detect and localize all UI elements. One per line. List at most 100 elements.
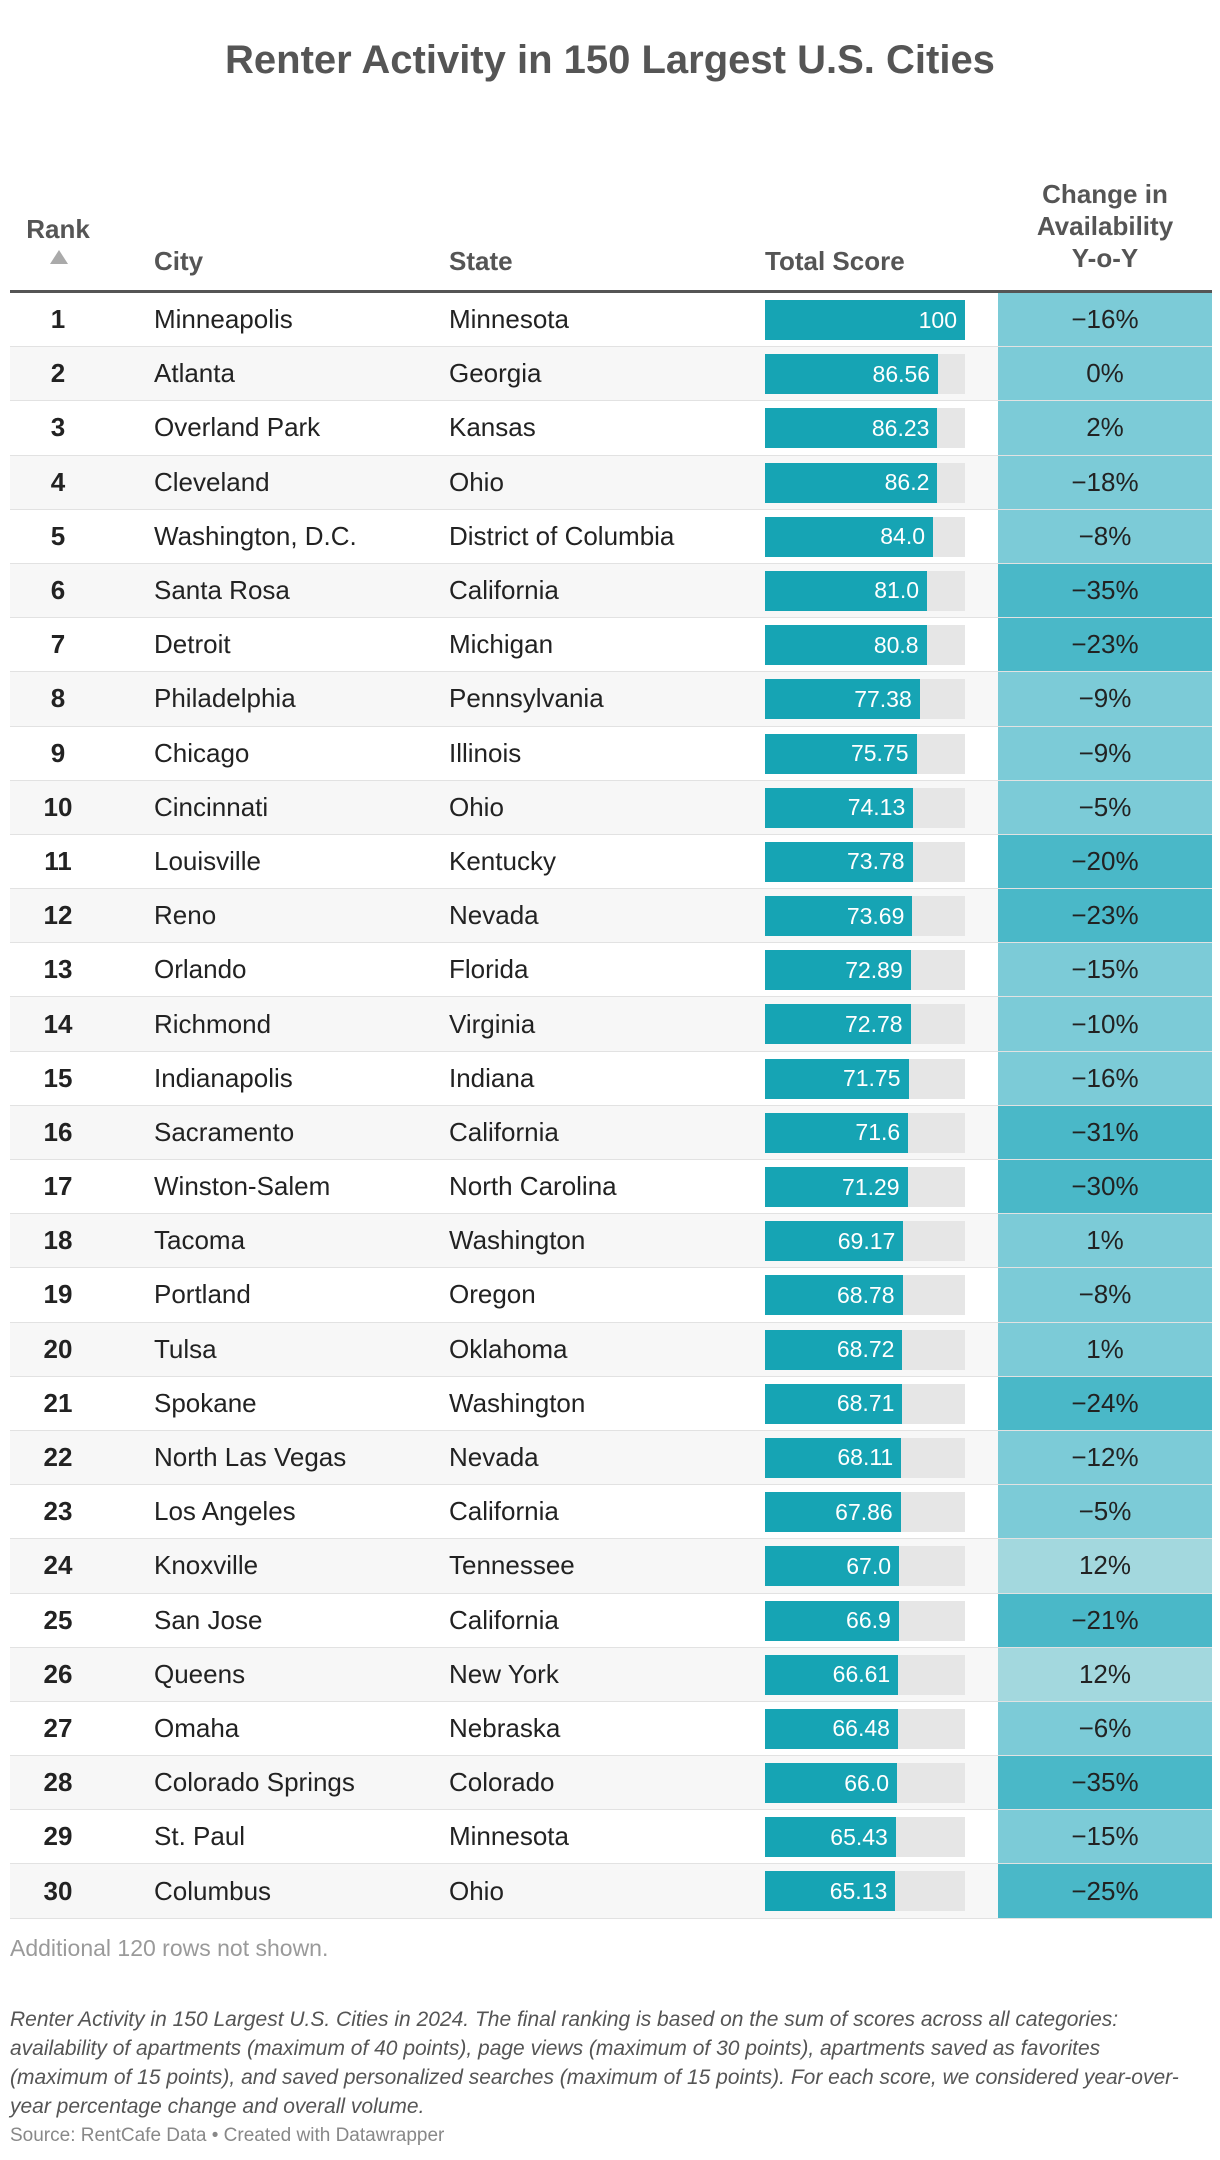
availability-change-cell: −16% xyxy=(998,1051,1212,1105)
rank-cell: 17 xyxy=(43,1171,73,1202)
availability-change-cell: −6% xyxy=(998,1701,1212,1756)
rank-cell: 20 xyxy=(43,1333,73,1364)
score-bar: 65.43 xyxy=(765,1817,896,1858)
rank-cell: 18 xyxy=(43,1225,73,1256)
rank-cell: 22 xyxy=(43,1442,73,1473)
score-label: 84.0 xyxy=(880,523,925,550)
city-cell: Portland xyxy=(154,1279,251,1310)
score-label: 68.72 xyxy=(836,1336,895,1363)
city-cell: Omaha xyxy=(154,1712,240,1743)
score-label: 86.2 xyxy=(884,469,930,496)
availability-change-cell: −15% xyxy=(998,1810,1212,1864)
state-cell: Ohio xyxy=(449,791,504,822)
table-row: 6 Santa Rosa California 81.0 −35% xyxy=(10,563,1212,619)
availability-change-cell: 2% xyxy=(998,401,1212,455)
column-header-city[interactable]: City xyxy=(154,246,204,276)
score-label: 67.0 xyxy=(846,1552,891,1579)
state-cell: Tennessee xyxy=(449,1550,575,1581)
city-cell: Tacoma xyxy=(154,1225,246,1256)
column-header-state[interactable]: State xyxy=(449,246,513,276)
table-row: 2 Atlanta Georgia 86.56 0% xyxy=(10,347,1212,402)
table-row: 10 Cincinnati Ohio 74.13 −5% xyxy=(10,780,1212,835)
table-row: 5 Washington, D.C. District of Columbia 84.… xyxy=(10,509,1212,564)
state-cell: California xyxy=(449,1496,559,1527)
score-bar: 68.71 xyxy=(765,1383,903,1424)
score-bar: 75.75 xyxy=(765,733,917,774)
state-cell: Pennsylvania xyxy=(449,683,604,714)
state-cell: Indiana xyxy=(449,1062,535,1093)
score-bar-track: 86.2 xyxy=(765,462,965,503)
table-row: 21 Spokane Washington 68.71 −24% xyxy=(10,1376,1212,1431)
city-cell: Queens xyxy=(154,1658,246,1689)
city-cell: Reno xyxy=(154,900,217,931)
state-cell: Virginia xyxy=(449,1008,536,1039)
availability-change-cell: −5% xyxy=(998,780,1212,834)
table-row: 27 Omaha Nebraska 66.48 −6% xyxy=(10,1701,1212,1757)
state-cell: Kentucky xyxy=(449,845,556,876)
score-bar-track: 66.0 xyxy=(765,1763,965,1804)
score-bar: 72.78 xyxy=(765,1004,911,1045)
score-label: 86.23 xyxy=(871,414,930,441)
score-bar-track: 65.43 xyxy=(765,1817,965,1858)
availability-change-cell: −8% xyxy=(998,509,1212,563)
score-bar-track: 68.11 xyxy=(765,1437,965,1478)
score-bar: 68.78 xyxy=(765,1275,903,1316)
rank-cell: 24 xyxy=(43,1550,73,1581)
city-cell: Chicago xyxy=(154,737,250,768)
table-row: 8 Philadelphia Pennsylvania 77.38 −9% xyxy=(10,672,1212,727)
table-row: 4 Cleveland Ohio 86.2 −18% xyxy=(10,455,1212,510)
state-cell: Illinois xyxy=(449,737,522,768)
city-cell: Philadelphia xyxy=(154,683,296,714)
column-header-change-line-2: Availability xyxy=(1036,211,1174,241)
score-label: 75.75 xyxy=(850,740,909,766)
score-bar-track: 68.71 xyxy=(765,1383,965,1424)
rank-cell: 7 xyxy=(50,629,66,660)
score-label: 72.78 xyxy=(844,1010,903,1037)
state-cell: North Carolina xyxy=(449,1171,617,1202)
table-row: 28 Colorado Springs Colorado 66.0 −35% xyxy=(10,1756,1212,1811)
availability-change-cell: −30% xyxy=(998,1160,1212,1214)
column-header-rank[interactable]: Rank xyxy=(26,214,90,244)
city-cell: Knoxville xyxy=(154,1550,259,1581)
city-cell: North Las Vegas xyxy=(154,1442,347,1473)
score-label: 68.78 xyxy=(836,1281,895,1308)
column-header-change-line-3: Y-o-Y xyxy=(1071,243,1139,273)
table-row: 7 Detroit Michigan 80.8 −23% xyxy=(10,618,1212,673)
score-bar: 65.13 xyxy=(765,1871,896,1912)
table-row: 30 Columbus Ohio 65.13 −25% xyxy=(10,1864,1212,1919)
column-header-total-score[interactable]: Total Score xyxy=(765,246,905,276)
table-row: 24 Knoxville Tennessee 67.0 12% xyxy=(10,1539,1212,1594)
score-bar: 86.56 xyxy=(765,354,939,395)
city-cell: Tulsa xyxy=(154,1333,217,1364)
availability-change-cell: 1% xyxy=(998,1214,1212,1268)
state-cell: Nebraska xyxy=(449,1712,561,1743)
column-header-change[interactable]: Change in Availability Y-o-Y xyxy=(998,178,1212,274)
score-bar: 66.9 xyxy=(765,1600,899,1641)
table-row: 17 Winston-Salem North Carolina 71.29 −30% xyxy=(10,1160,1212,1215)
availability-change-cell: 0% xyxy=(998,347,1212,401)
state-cell: New York xyxy=(449,1658,559,1689)
score-label: 66.48 xyxy=(832,1715,890,1742)
rows-not-shown-note: Additional 120 rows not shown. xyxy=(10,1935,329,1961)
state-cell: Michigan xyxy=(449,629,554,660)
rank-cell: 3 xyxy=(50,412,66,443)
score-label: 71.75 xyxy=(842,1065,901,1092)
table-row: 14 Richmond Virginia 72.78 −10% xyxy=(10,997,1212,1052)
score-label: 73.78 xyxy=(846,848,905,875)
table-row: 15 Indianapolis Indiana 71.75 −16% xyxy=(10,1051,1212,1106)
score-bar-track: 66.61 xyxy=(765,1654,965,1695)
city-cell: Washington, D.C. xyxy=(154,520,357,551)
score-label: 71.6 xyxy=(855,1119,901,1146)
score-label: 68.71 xyxy=(836,1390,895,1417)
sort-ascending-icon[interactable] xyxy=(50,250,68,264)
availability-change-cell: −5% xyxy=(998,1485,1212,1539)
availability-change-cell: −12% xyxy=(998,1430,1212,1485)
score-bar-track: 73.78 xyxy=(765,841,965,882)
availability-change-cell: 12% xyxy=(998,1539,1212,1593)
rank-cell: 30 xyxy=(43,1875,73,1906)
availability-change-cell: −16% xyxy=(998,293,1212,347)
city-cell: Orlando xyxy=(154,954,247,985)
table-row: 13 Orlando Florida 72.89 −15% xyxy=(10,943,1212,998)
score-bar-track: 71.75 xyxy=(765,1058,965,1099)
availability-change-cell: −35% xyxy=(998,563,1212,618)
